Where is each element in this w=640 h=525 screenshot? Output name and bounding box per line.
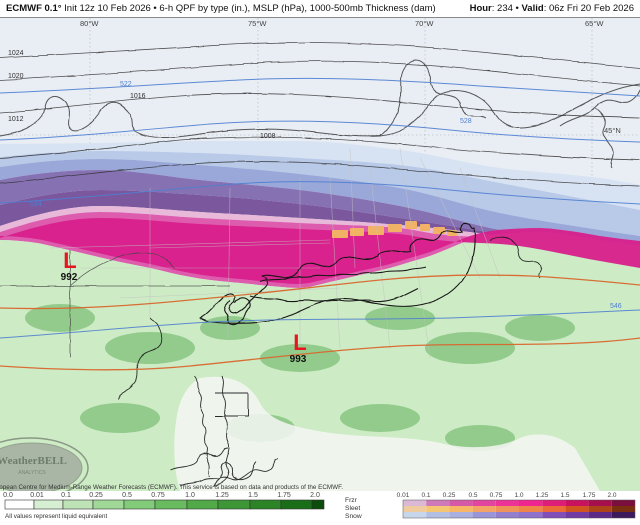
svg-text:1.0: 1.0 <box>514 492 523 499</box>
svg-text:0.75: 0.75 <box>151 492 165 499</box>
svg-text:2.0: 2.0 <box>607 492 616 499</box>
svg-text:0.25: 0.25 <box>89 492 103 499</box>
svg-text:1.75: 1.75 <box>583 492 596 499</box>
svg-text:993: 993 <box>290 354 307 365</box>
svg-text:80°W: 80°W <box>80 19 99 28</box>
svg-text:1020: 1020 <box>8 73 24 80</box>
svg-text:L: L <box>63 248 76 273</box>
svg-text:0.5: 0.5 <box>468 492 477 499</box>
svg-text:WeatherBELL: WeatherBELL <box>0 455 67 467</box>
svg-text:© 2026 European Centre for Med: © 2026 European Centre for Medium-Range … <box>0 483 343 491</box>
svg-text:534: 534 <box>30 201 42 208</box>
svg-text:546: 546 <box>610 303 622 310</box>
svg-text:1.0: 1.0 <box>185 492 195 499</box>
svg-text:Snow: Snow <box>345 513 362 520</box>
svg-text:1016: 1016 <box>130 93 146 100</box>
svg-text:2.0: 2.0 <box>310 492 320 499</box>
svg-text:0.01: 0.01 <box>397 492 410 499</box>
svg-text:0.0: 0.0 <box>3 492 13 499</box>
svg-text:522: 522 <box>120 81 132 88</box>
svg-text:Frzr: Frzr <box>345 497 358 504</box>
svg-text:70°W: 70°W <box>415 19 434 28</box>
svg-text:All values represent liquid eq: All values represent liquid equivalent <box>5 513 107 520</box>
svg-text:992: 992 <box>61 272 78 283</box>
svg-text:1.25: 1.25 <box>536 492 549 499</box>
svg-text:1.25: 1.25 <box>215 492 229 499</box>
svg-text:Sleet: Sleet <box>345 505 360 512</box>
svg-text:1.5: 1.5 <box>560 492 569 499</box>
svg-text:1024: 1024 <box>8 50 24 57</box>
svg-text:1012: 1012 <box>8 116 24 123</box>
svg-text:0.1: 0.1 <box>61 492 71 499</box>
svg-text:L: L <box>293 330 306 355</box>
svg-text:528: 528 <box>460 118 472 125</box>
svg-text:1.5: 1.5 <box>248 492 258 499</box>
svg-text:0.75: 0.75 <box>490 492 503 499</box>
svg-text:65°W: 65°W <box>585 19 604 28</box>
svg-text:1008: 1008 <box>260 133 276 140</box>
svg-text:0.01: 0.01 <box>30 492 44 499</box>
svg-text:0.1: 0.1 <box>421 492 430 499</box>
svg-text:0.25: 0.25 <box>443 492 456 499</box>
svg-text:1.75: 1.75 <box>277 492 291 499</box>
svg-text:0.5: 0.5 <box>122 492 132 499</box>
svg-text:75°W: 75°W <box>248 19 267 28</box>
svg-text:45°N: 45°N <box>604 126 621 135</box>
svg-text:ANALYTICS: ANALYTICS <box>18 470 46 476</box>
